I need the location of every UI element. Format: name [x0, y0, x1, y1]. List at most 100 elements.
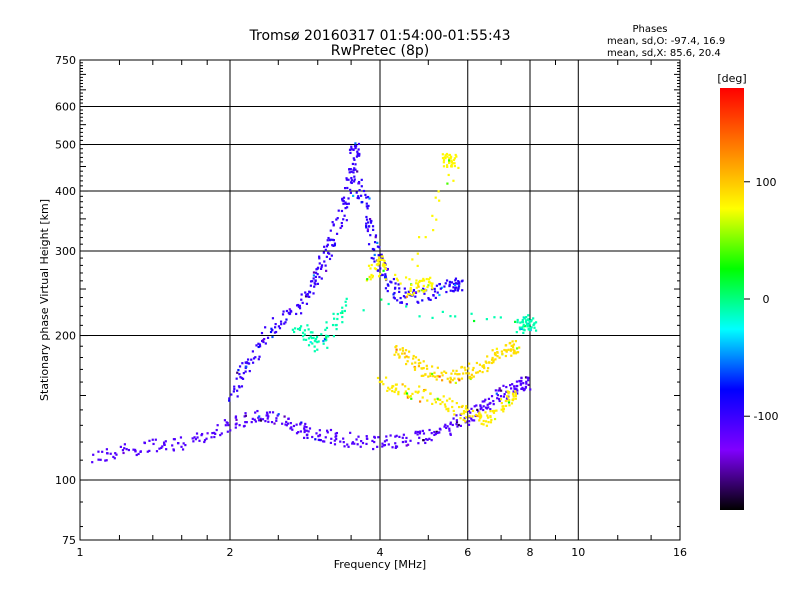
- data-point: [467, 372, 470, 375]
- data-point: [398, 355, 401, 358]
- data-point: [504, 354, 507, 358]
- data-point: [464, 410, 467, 413]
- data-point: [464, 368, 467, 372]
- data-point: [398, 435, 401, 438]
- data-point: [343, 187, 347, 190]
- data-point: [238, 386, 241, 389]
- data-point: [261, 339, 265, 342]
- data-point: [316, 273, 319, 276]
- data-point: [457, 286, 460, 289]
- data-point: [421, 367, 424, 370]
- data-point: [373, 440, 376, 444]
- data-point: [505, 350, 508, 353]
- data-point: [331, 221, 334, 224]
- data-point: [498, 387, 501, 390]
- data-point: [349, 181, 353, 184]
- data-point: [527, 379, 530, 382]
- data-point: [527, 318, 530, 321]
- data-point: [376, 241, 379, 244]
- data-point: [357, 197, 360, 200]
- data-point: [414, 431, 417, 435]
- data-point: [348, 168, 351, 171]
- data-point: [467, 367, 470, 370]
- data-point: [395, 445, 399, 448]
- data-point: [345, 202, 348, 206]
- data-point: [532, 317, 535, 320]
- data-point: [271, 317, 275, 320]
- data-point: [414, 291, 418, 295]
- data-point: [499, 395, 503, 398]
- data-point: [385, 435, 388, 438]
- data-point: [318, 257, 321, 260]
- chart-subtitle: RwPretec (8p): [331, 43, 429, 59]
- data-point: [311, 280, 314, 283]
- data-point: [305, 338, 308, 341]
- data-point: [445, 426, 448, 430]
- data-point: [254, 356, 257, 359]
- colorbar-ticks: 100 0 -100: [744, 176, 778, 423]
- data-point: [486, 355, 489, 358]
- data-point: [196, 436, 199, 439]
- data-point: [322, 251, 325, 254]
- data-point: [387, 386, 390, 389]
- data-point: [413, 368, 417, 371]
- data-point: [457, 285, 461, 288]
- data-point: [388, 388, 391, 391]
- data-point: [446, 165, 449, 168]
- data-point: [502, 384, 505, 387]
- data-point: [422, 284, 425, 288]
- data-point: [495, 409, 498, 412]
- stats-x: mean, sd,X: 85.6, 20.4: [607, 48, 721, 59]
- data-point: [365, 215, 368, 219]
- data-point: [329, 428, 333, 432]
- data-point: [468, 362, 471, 365]
- data-point: [438, 282, 441, 286]
- data-point: [457, 423, 460, 427]
- data-point: [503, 348, 506, 352]
- data-point: [181, 448, 185, 451]
- data-point: [523, 388, 526, 391]
- data-point: [301, 331, 305, 334]
- stats-o: mean, sd,O: -97.4, 16.9: [607, 36, 725, 47]
- data-point: [455, 421, 459, 424]
- data-point: [238, 424, 241, 427]
- data-point: [397, 283, 400, 286]
- data-point: [510, 344, 513, 348]
- data-point: [322, 339, 325, 343]
- data-point: [331, 238, 334, 241]
- data-point: [383, 266, 386, 269]
- data-point: [426, 438, 429, 441]
- data-point: [417, 290, 420, 293]
- y-tick-label: 500: [55, 139, 76, 152]
- data-point: [143, 441, 147, 445]
- data-point: [163, 443, 166, 446]
- data-point: [236, 371, 239, 374]
- data-point: [481, 365, 484, 368]
- data-point: [365, 226, 368, 229]
- data-point: [316, 266, 320, 269]
- data-point: [405, 392, 409, 395]
- data-point: [450, 155, 453, 158]
- data-point: [245, 361, 249, 364]
- stats-heading: Phases: [632, 24, 667, 35]
- data-point: [384, 287, 388, 290]
- data-point: [476, 408, 479, 412]
- data-point: [433, 398, 436, 401]
- data-point: [511, 383, 514, 386]
- data-point: [403, 356, 407, 359]
- data-point: [497, 398, 501, 401]
- data-point: [384, 278, 388, 281]
- data-point: [326, 431, 329, 434]
- data-point: [520, 327, 523, 330]
- data-point: [523, 325, 527, 328]
- data-point: [377, 436, 380, 439]
- data-point: [386, 289, 389, 293]
- data-point: [244, 370, 247, 373]
- data-point: [527, 324, 530, 327]
- data-point: [437, 190, 440, 193]
- data-point: [300, 312, 303, 315]
- data-point: [417, 285, 420, 288]
- data-point: [237, 368, 240, 372]
- data-point: [426, 399, 429, 402]
